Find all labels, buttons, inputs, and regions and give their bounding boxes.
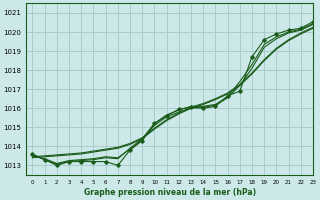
X-axis label: Graphe pression niveau de la mer (hPa): Graphe pression niveau de la mer (hPa) (84, 188, 256, 197)
